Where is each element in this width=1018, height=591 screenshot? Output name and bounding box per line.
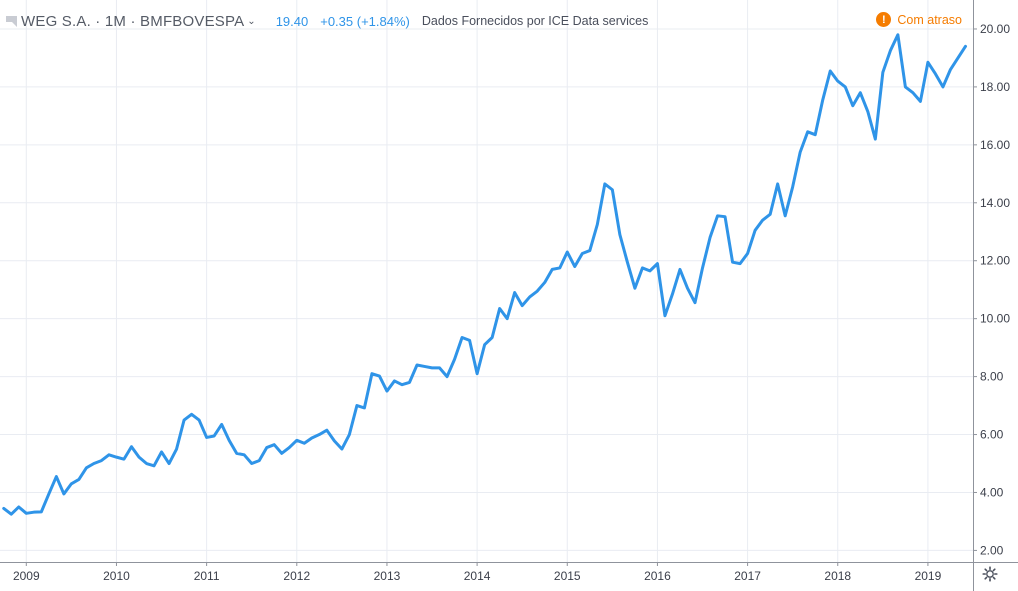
delay-label: Com atraso xyxy=(897,12,962,27)
x-tick-label: 2018 xyxy=(824,569,851,583)
x-tick-label: 2010 xyxy=(103,569,130,583)
symbol-title[interactable]: WEG S.A. · 1M · BMFBOVESPA xyxy=(21,12,245,30)
y-tick-label: 6.00 xyxy=(980,428,1004,442)
gear-icon xyxy=(982,566,998,582)
flag-icon xyxy=(6,15,17,27)
warning-icon: ! xyxy=(876,12,892,27)
x-tick-label: 2019 xyxy=(915,569,942,583)
delay-status[interactable]: ! Com atraso xyxy=(876,12,962,27)
y-tick-label: 20.00 xyxy=(980,22,1010,36)
y-tick-label: 16.00 xyxy=(980,138,1010,152)
series xyxy=(2,33,967,516)
chevron-down-icon[interactable]: ⌄ xyxy=(247,15,256,27)
price-change: +0.35 (+1.84%) xyxy=(320,13,410,29)
y-tick-label: 2.00 xyxy=(980,543,1004,557)
settings-button[interactable] xyxy=(978,562,1002,586)
x-tick-label: 2017 xyxy=(734,569,761,583)
x-tick-label: 2013 xyxy=(374,569,401,583)
price-series-line xyxy=(2,33,967,516)
x-tick-label: 2016 xyxy=(644,569,671,583)
y-tick-label: 18.00 xyxy=(980,80,1010,94)
y-tick-label: 12.00 xyxy=(980,254,1010,268)
y-tick-label: 14.00 xyxy=(980,196,1010,210)
x-tick-label: 2015 xyxy=(554,569,581,583)
chart-legend[interactable]: WEG S.A. · 1M · BMFBOVESPA ⌄ 19.40 +0.35… xyxy=(6,10,648,32)
x-tick-label: 2012 xyxy=(283,569,310,583)
x-tick-label: 2009 xyxy=(13,569,40,583)
x-tick-label: 2011 xyxy=(194,569,220,583)
grid xyxy=(0,0,973,562)
y-tick-label: 10.00 xyxy=(980,312,1010,326)
y-tick-label: 8.00 xyxy=(980,370,1004,384)
data-provider: Dados Fornecidos por ICE Data services xyxy=(421,14,649,28)
x-tick-label: 2014 xyxy=(464,569,491,583)
y-tick-label: 4.00 xyxy=(980,485,1004,499)
last-price: 19.40 xyxy=(275,13,309,29)
